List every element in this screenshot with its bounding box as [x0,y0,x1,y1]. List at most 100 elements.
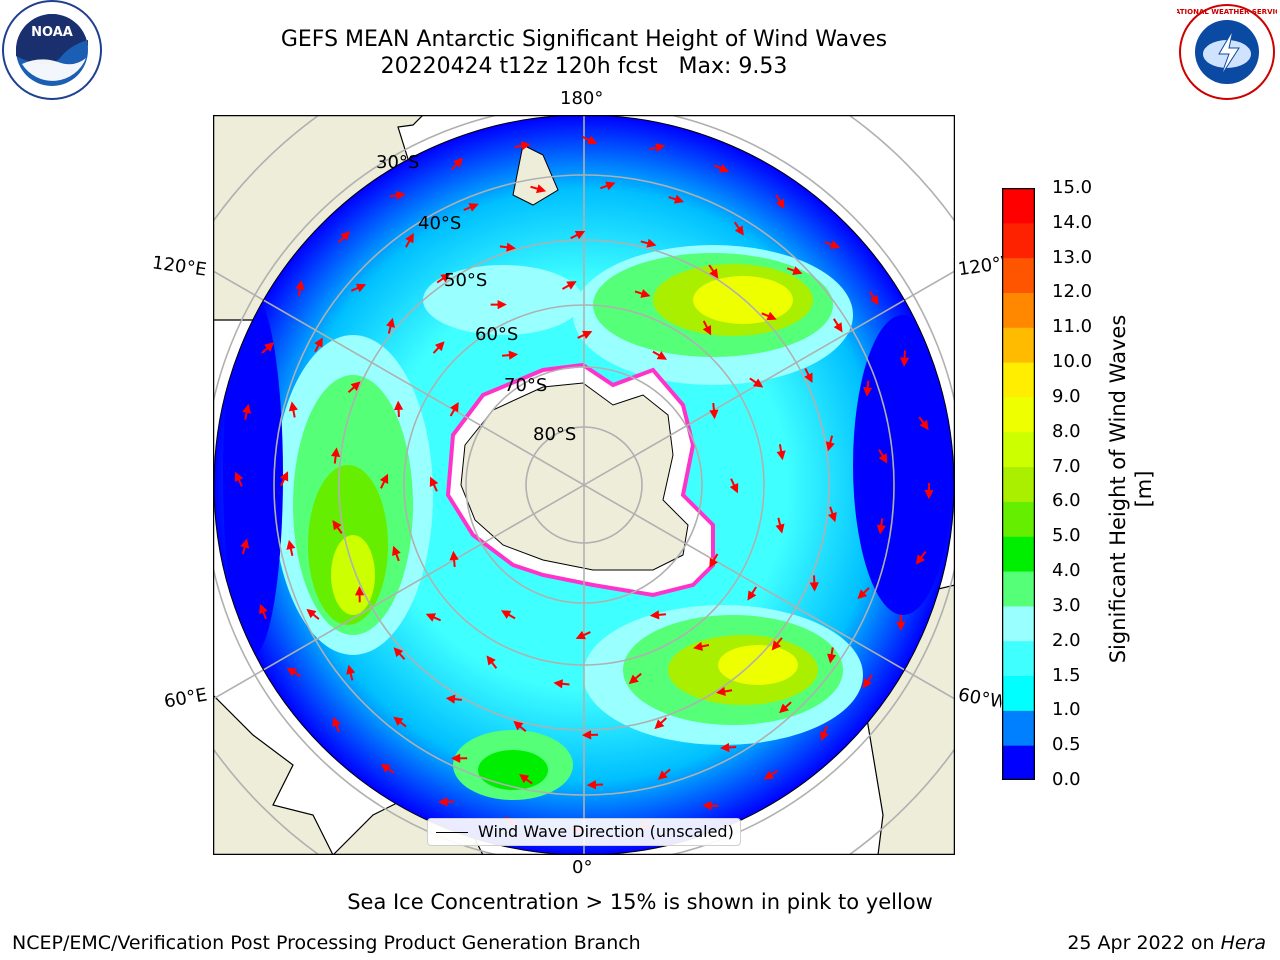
svg-text:NATIONAL WEATHER SERVICE: NATIONAL WEATHER SERVICE [1177,8,1277,16]
wave-direction-arrow [693,641,710,651]
wave-direction-arrow [332,716,341,733]
colorbar-label: Significant Height of Wind Waves [m] [1106,314,1156,664]
wave-direction-arrow [896,614,906,631]
wave-direction-arrow [234,471,244,487]
colorbar-tick-label: 14.0 [1052,211,1093,233]
wave-direction-arrow [918,416,929,431]
lon-label-120e: 120°E [150,252,208,281]
wave-direction-arrow [702,800,719,811]
polar-map [213,115,955,855]
wave-direction-arrow [354,586,365,603]
noaa-logo-text: NOAA [31,25,73,40]
wave-direction-arrow [786,266,803,275]
wave-direction-arrow [771,637,783,651]
wave-direction-arrow [463,203,479,212]
wave-direction-arrow [449,402,459,417]
wave-direction-arrow [562,281,577,290]
wave-direction-arrow [599,181,616,191]
legend-line-icon [436,832,468,833]
colorbar-band [1002,710,1035,746]
colorbar-tick-label: 2.0 [1052,629,1081,651]
wave-direction-arrow [445,694,462,704]
wave-direction-arrow [708,264,719,279]
wave-direction-arrow [513,720,527,733]
wave-direction-arrow [747,586,758,601]
wave-direction-arrow [857,587,870,600]
lat-label-70s: 70°S [504,375,548,396]
colorbar-band [1002,431,1035,468]
noaa-logo-icon: NOAA [2,0,102,100]
wave-direction-arrow [501,610,516,620]
wave-direction-arrow [924,482,934,500]
lat-label-30s: 30°S [376,152,420,173]
wave-direction-arrow [649,610,667,620]
wave-direction-arrow [242,403,252,420]
wave-direction-arrow [425,613,442,622]
colorbar-band [1002,605,1035,642]
wave-direction-arrow [915,551,927,565]
wave-direction-arrow [286,667,301,678]
wave-direction-arrow [331,447,341,464]
colorbar-tick-label: 1.5 [1052,664,1081,686]
wave-direction-arrow [775,517,785,534]
footer-right: 25 Apr 2022 on Hera [1067,932,1266,954]
lon-label-60w: 60°W [956,684,1004,713]
wave-direction-arrow [514,141,531,151]
wave-direction-arrow [295,280,305,297]
wave-direction-arrow [863,380,873,397]
colorbar-band [1002,536,1035,572]
colorbar-tick-label: 0.0 [1052,769,1081,790]
wave-direction-arrow [259,603,268,620]
wave-direction-arrow [581,730,599,740]
wave-direction-arrow [657,768,671,780]
colorbar-band [1002,501,1035,537]
lon-label-180: 180° [560,88,604,109]
wave-direction-arrow [868,291,879,306]
wave-direction-arrow [878,449,888,464]
wave-direction-arrow [346,664,356,681]
lat-label-50s: 50°S [444,270,488,291]
colorbar-tick-label: 6.0 [1052,490,1081,512]
wave-direction-arrow [761,311,777,321]
wave-direction-arrow [436,273,451,284]
wave-direction-arrow [314,337,323,353]
wave-direction-arrow [668,194,685,204]
wave-direction-arrow [824,240,841,249]
colorbar-band [1002,222,1035,259]
wave-direction-arrow [261,342,275,354]
wave-direction-arrow [553,679,570,689]
colorbar-band [1002,640,1035,677]
wave-direction-arrow [288,401,298,418]
colorbar-band [1002,466,1035,502]
wind-wave-arrows [234,135,934,835]
wave-direction-arrow [709,402,719,420]
colorbar-tick-label: 15.0 [1052,177,1093,198]
colorbar-tick-label: 4.0 [1052,560,1081,582]
lat-label-60s: 60°S [475,324,519,345]
wave-direction-arrow [640,238,657,248]
colorbar-band [1002,188,1035,224]
lat-label-80s: 80°S [533,424,577,445]
wave-direction-arrow [306,608,320,620]
wave-direction-arrow [652,350,667,360]
colorbar-tick-label: 9.0 [1052,385,1081,407]
chart-title: GEFS MEAN Antarctic Significant Height o… [280,27,888,52]
map-legend: Wind Wave Direction (unscaled) [427,818,741,846]
colorbar-band [1002,327,1035,363]
wave-direction-arrow [393,400,404,417]
wave-direction-arrow [654,717,668,730]
sea-ice-note: Sea Ice Concentration > 15% is shown in … [347,890,933,914]
wave-direction-arrow [862,674,873,689]
wave-direction-arrow [379,473,389,489]
wave-direction-arrow [389,190,406,200]
wave-direction-arrow [279,471,289,487]
colorbar-tick-label: 3.0 [1052,594,1081,616]
wave-direction-arrow [763,769,778,780]
wave-direction-arrow [404,233,414,248]
colorbar-band [1002,396,1035,433]
wave-direction-arrow [449,550,459,568]
colorbar [1002,188,1035,780]
wave-direction-arrow [586,780,604,790]
wave-direction-arrow [347,381,361,394]
wave-direction-arrow [451,157,463,171]
